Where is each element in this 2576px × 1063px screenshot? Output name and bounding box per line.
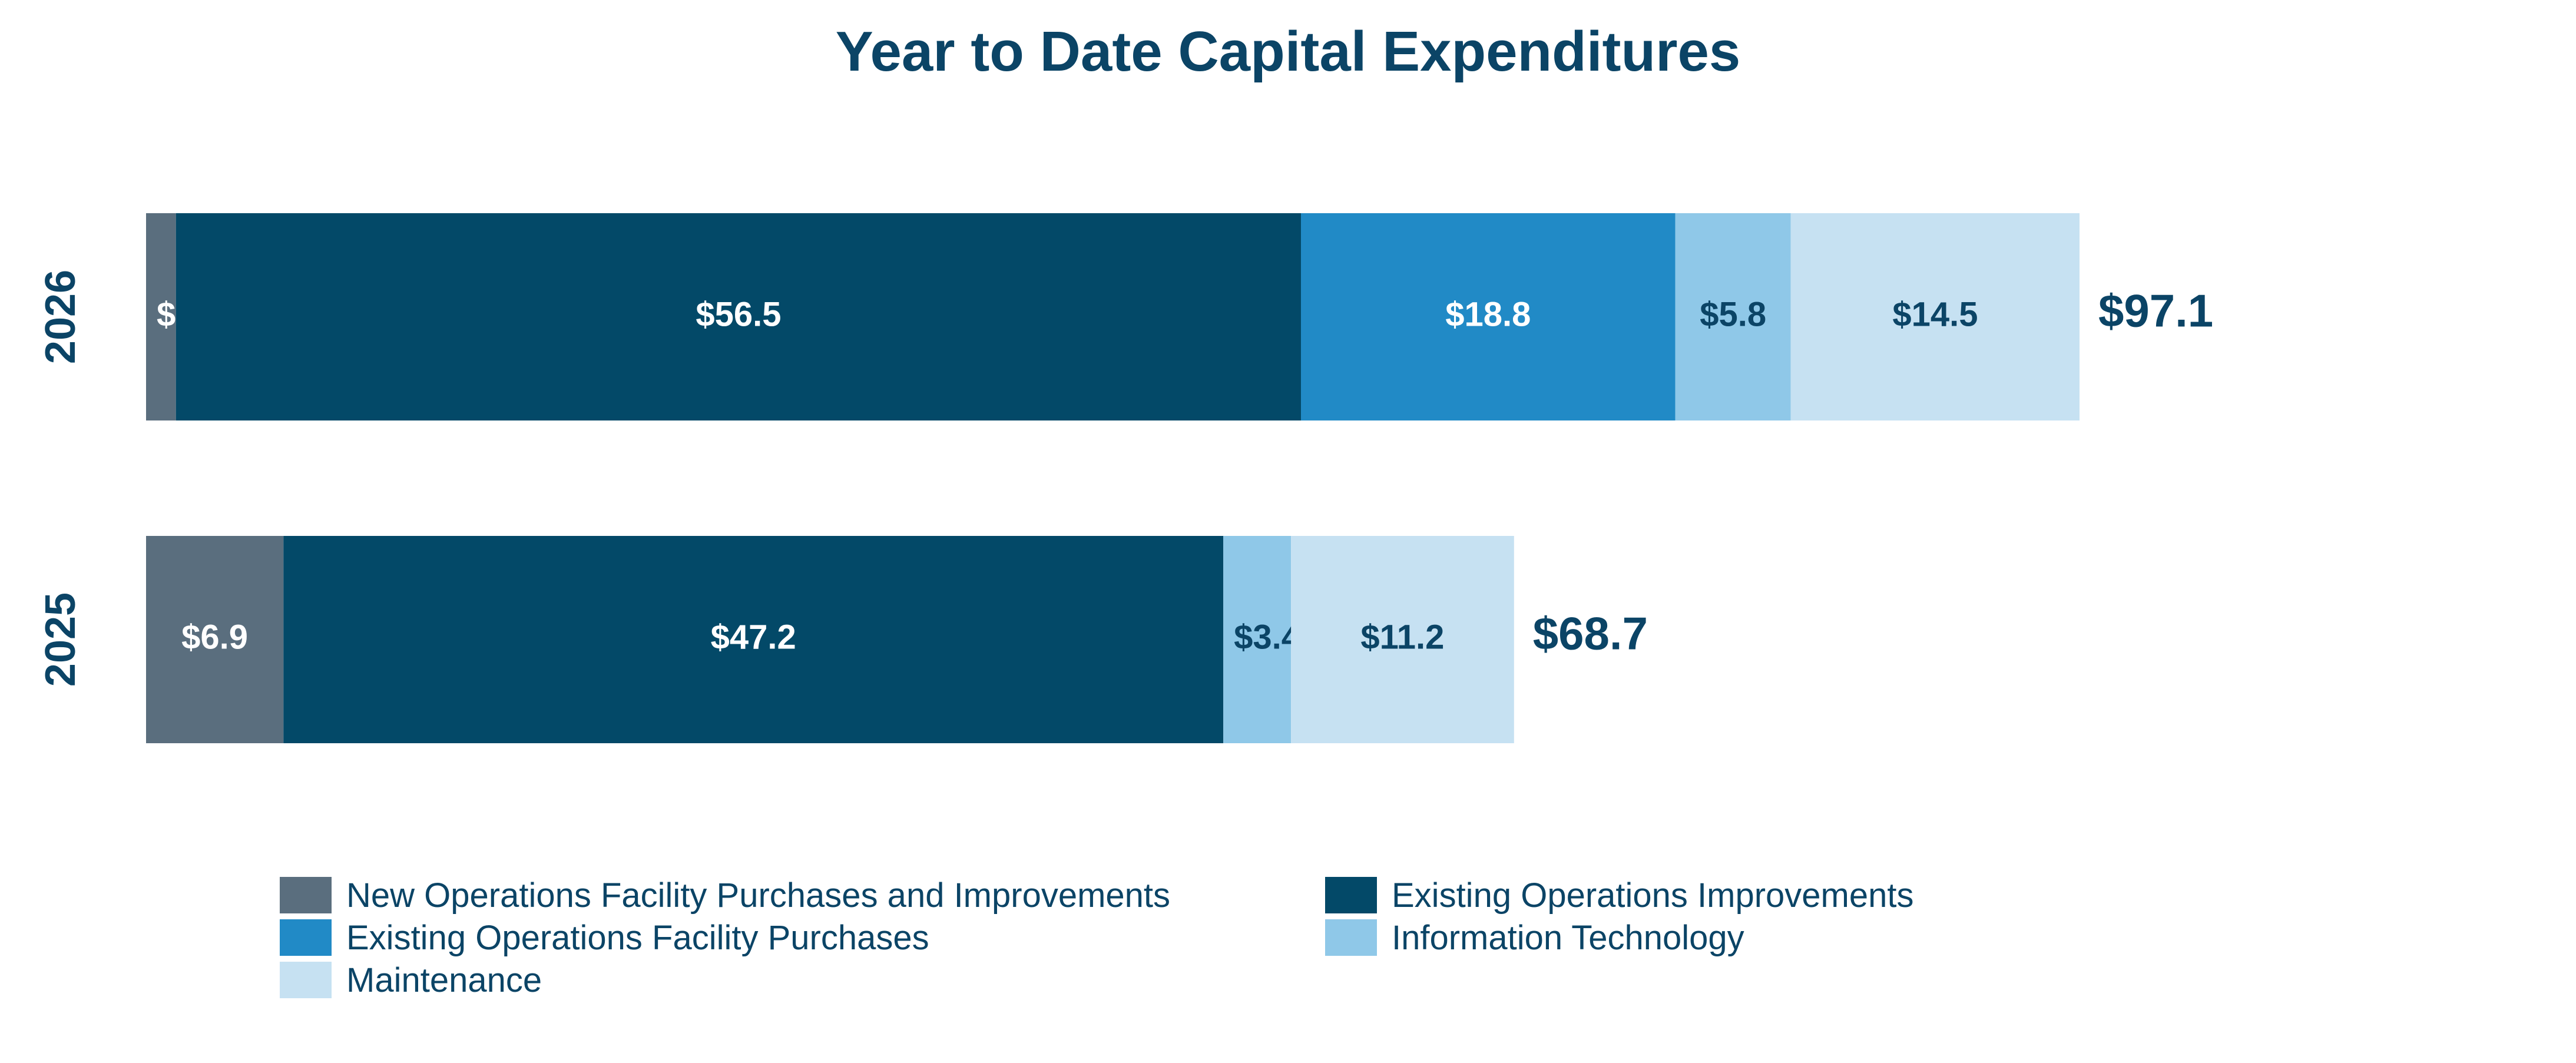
- legend-swatch: [1325, 919, 1377, 956]
- legend-swatch: [1325, 877, 1377, 913]
- legend-label: New Operations Facility Purchases and Im…: [346, 876, 1171, 915]
- legend-item-existing-operations-facility-purchases: Existing Operations Facility Purchases: [280, 917, 929, 958]
- bar-segment-2026-s4: [1790, 213, 2080, 420]
- data-label-2025-s3: $3.4: [1234, 618, 1300, 656]
- bar-segment-2025-s0: [146, 536, 284, 743]
- bar-segment-2026-s3: [1675, 213, 1791, 420]
- bar-segment-2025-s4: [1291, 536, 1514, 743]
- data-label-2025-s4: $11.2: [1360, 618, 1444, 656]
- legend-item-new-operations: New Operations Facility Purchases and Im…: [280, 875, 1170, 916]
- data-label-2025-s1: $47.2: [711, 618, 796, 656]
- legend-label: Existing Operations Facility Purchases: [346, 918, 929, 957]
- legend-item-information-technology: Information Technology: [1325, 917, 1744, 958]
- bar-segment-2025-s1: [283, 536, 1224, 743]
- bars-layer: 2026$1.5$56.5$18.8$5.8$14.5$97.12025$6.9…: [37, 213, 2213, 743]
- data-label-2025-s0: $6.9: [181, 618, 248, 656]
- bar-segment-2025-s3: [1223, 536, 1292, 743]
- total-label-2026: $97.1: [2098, 285, 2213, 337]
- legend-label: Existing Operations Improvements: [1392, 876, 1914, 915]
- legend-swatch: [280, 919, 332, 956]
- data-label-2026-s1: $56.5: [696, 295, 781, 333]
- total-label-2025: $68.7: [1533, 608, 1648, 660]
- legend-label: Information Technology: [1392, 918, 1744, 957]
- chart-title: Year to Date Capital Expenditures: [836, 20, 1740, 83]
- bar-segment-2026-s2: [1301, 213, 1676, 420]
- data-label-2026-s4: $14.5: [1892, 295, 1978, 333]
- bar-segment-2026-s0: [146, 213, 176, 420]
- category-label-2026: 2026: [37, 270, 84, 364]
- legend-swatch: [280, 962, 332, 998]
- legend-swatch: [280, 877, 332, 913]
- category-label-2025: 2025: [37, 592, 84, 687]
- bar-segment-2026-s1: [176, 213, 1302, 420]
- legend-item-maintenance: Maintenance: [280, 959, 542, 1001]
- data-label-2026-s2: $18.8: [1445, 295, 1531, 333]
- legend-item-existing-operations-improvements: Existing Operations Improvements: [1325, 875, 1913, 916]
- legend-label: Maintenance: [346, 961, 542, 999]
- data-label-2026-s3: $5.8: [1700, 295, 1766, 333]
